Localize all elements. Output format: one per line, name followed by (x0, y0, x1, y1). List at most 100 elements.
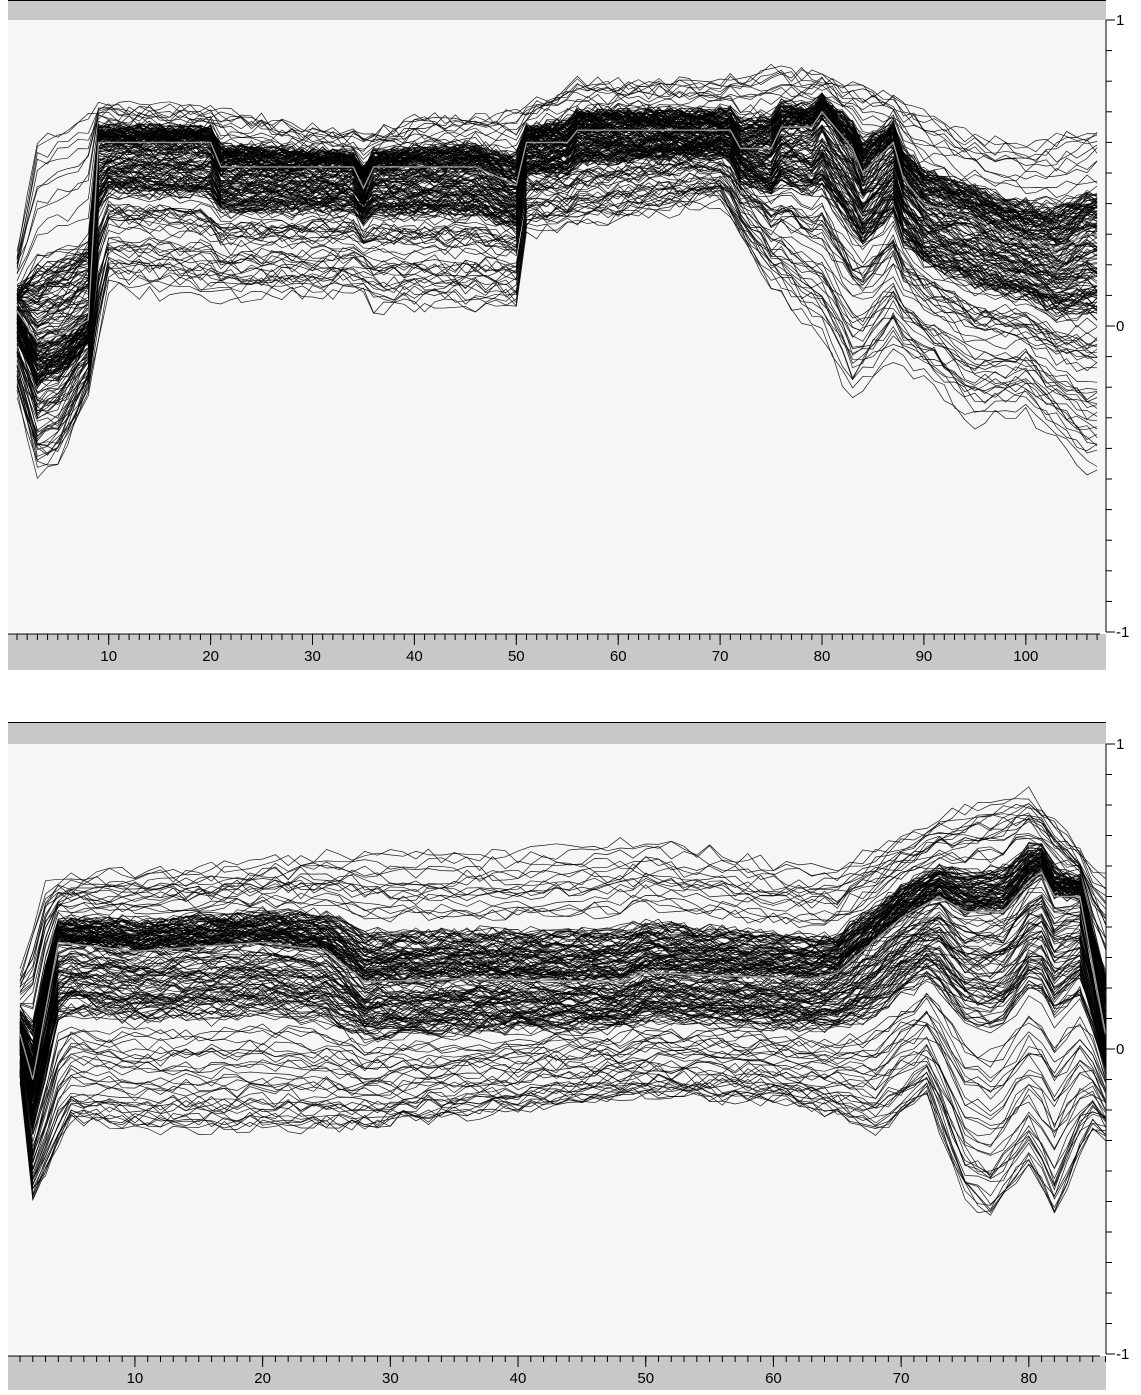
series-line (19, 941, 1106, 1102)
x-tick-label: 70 (712, 648, 729, 665)
series-line (19, 1012, 1106, 1151)
series-line (16, 92, 1098, 295)
series-line (19, 1076, 1106, 1205)
series-line (19, 1044, 1106, 1169)
y-tick-label: -1 (1116, 624, 1129, 641)
series-line (16, 168, 1098, 420)
series-line (16, 151, 1098, 384)
series-line (16, 198, 1098, 467)
series-line (16, 126, 1098, 348)
series-line (19, 803, 1106, 977)
series-line (16, 110, 1098, 341)
series-line (19, 816, 1106, 993)
series-line (19, 921, 1106, 1091)
series-line (16, 106, 1098, 303)
series-line (19, 1056, 1106, 1175)
series-line (19, 956, 1106, 1111)
series-line (16, 98, 1098, 312)
series-line (19, 842, 1106, 1023)
series-line (19, 1065, 1106, 1181)
series-line (16, 172, 1098, 414)
series-line (16, 86, 1098, 274)
series-line (16, 177, 1098, 427)
series-line (19, 852, 1106, 1047)
series-line (16, 146, 1098, 387)
x-tick-label: 50 (637, 1370, 654, 1387)
series-line (19, 915, 1106, 1098)
series-line (19, 1065, 1106, 1178)
series-line (19, 937, 1106, 1103)
x-tick-label: 80 (1020, 1370, 1037, 1387)
series-line (19, 1038, 1106, 1163)
series-line (16, 186, 1098, 447)
series-line (16, 180, 1098, 434)
series-line (19, 856, 1106, 1069)
series-line (16, 178, 1098, 432)
top-parallel-coordinates-chart: 10-110 20 30 40 50 60 70 80 90 100 (8, 0, 1129, 670)
series-line (19, 877, 1106, 1078)
top-band (8, 722, 1106, 744)
series-line (19, 980, 1106, 1126)
series-line (19, 866, 1106, 1082)
series-line (16, 139, 1098, 376)
series-line (16, 135, 1098, 368)
series-line (19, 930, 1106, 1102)
series-line (19, 866, 1106, 1063)
y-tick-label: 0 (1116, 318, 1124, 335)
x-tick-label: 100 (1013, 648, 1038, 665)
top-chart-panel: 1 0 -1 10 20 30 40 50 60 70 80 90 100 (0, 0, 1141, 675)
series-line (19, 945, 1106, 1110)
series-line (16, 119, 1098, 352)
series-line (19, 856, 1106, 1060)
series-line (16, 174, 1098, 431)
x-tick-label: 80 (814, 648, 831, 665)
x-tick-label: 60 (765, 1370, 782, 1387)
series-line (19, 803, 1106, 988)
mean-line (16, 110, 1098, 343)
series-line (19, 856, 1106, 1049)
series-line (19, 862, 1106, 1043)
series-line (19, 871, 1106, 1079)
series-line (19, 1049, 1106, 1171)
series-line (19, 921, 1106, 1099)
series-line (16, 141, 1098, 380)
series-line (19, 851, 1106, 1044)
series-line (19, 1061, 1106, 1180)
series-line (16, 71, 1098, 265)
series-line (16, 155, 1098, 405)
series-line (16, 157, 1098, 395)
y-tick-label: 1 (1116, 736, 1124, 753)
x-tick-label: 70 (893, 1370, 910, 1387)
series-line (19, 870, 1106, 1078)
series-line (19, 894, 1106, 1089)
series-line (16, 100, 1098, 329)
series-line (19, 1019, 1106, 1156)
series-line (16, 103, 1098, 324)
series-line (16, 139, 1098, 371)
x-tick-label: 10 (127, 1370, 144, 1387)
series-line (16, 145, 1098, 383)
series-line (19, 953, 1106, 1118)
series-line (19, 1075, 1106, 1214)
series-line (19, 973, 1106, 1128)
series-line (19, 959, 1106, 1116)
series-line (19, 860, 1106, 1069)
x-tick-label: 40 (510, 1370, 527, 1387)
x-tick-label: 40 (406, 648, 423, 665)
series-line (16, 63, 1098, 258)
x-tick-label: 10 (100, 648, 117, 665)
top-band (8, 0, 1106, 20)
series-line (19, 963, 1106, 1120)
series-line (19, 1010, 1106, 1154)
series-line (19, 837, 1106, 1008)
x-tick-label: 50 (508, 648, 525, 665)
x-tick-label: 20 (202, 648, 219, 665)
series-line (16, 137, 1098, 368)
series-line (19, 837, 1106, 1010)
series-line (19, 914, 1106, 1094)
series-line (16, 164, 1098, 414)
series-line (19, 786, 1106, 982)
series-line (19, 972, 1106, 1122)
series-line (19, 1071, 1106, 1198)
series-line (16, 161, 1098, 402)
